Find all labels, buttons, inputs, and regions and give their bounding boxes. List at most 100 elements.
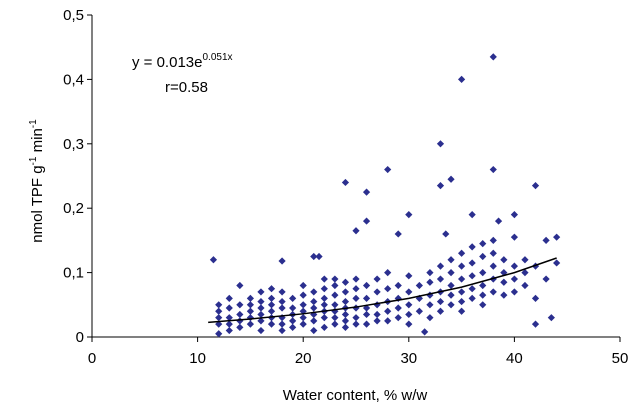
x-tick-label: 30 xyxy=(400,350,417,367)
data-point xyxy=(299,291,307,299)
data-point xyxy=(489,53,497,61)
data-point xyxy=(215,307,223,315)
data-point xyxy=(236,323,244,331)
data-point xyxy=(384,269,392,277)
data-point xyxy=(531,182,540,190)
data-point xyxy=(246,314,254,322)
data-point xyxy=(531,320,540,328)
data-point xyxy=(458,75,466,83)
data-point xyxy=(542,275,550,283)
data-point xyxy=(426,291,434,299)
y-tick-label: 0,1 xyxy=(63,265,84,282)
y-label-superscript: -1 xyxy=(28,156,39,165)
data-point xyxy=(225,326,233,335)
data-point xyxy=(310,252,318,261)
data-point xyxy=(447,281,455,290)
data-point xyxy=(299,281,307,290)
data-point xyxy=(510,275,518,283)
data-point xyxy=(278,326,286,335)
data-point xyxy=(225,304,233,312)
data-point xyxy=(384,317,392,325)
data-point xyxy=(415,281,423,290)
data-point xyxy=(510,262,518,270)
data-point xyxy=(426,278,434,286)
data-point xyxy=(436,182,445,190)
data-point xyxy=(458,249,466,257)
data-point xyxy=(500,269,508,277)
y-tick-label: 0,3 xyxy=(63,136,84,153)
equation-base: y = 0.013e xyxy=(132,54,202,71)
data-point xyxy=(426,269,434,277)
data-point xyxy=(521,269,529,277)
y-tick-label: 0 xyxy=(76,329,84,346)
data-point xyxy=(278,297,286,306)
data-point xyxy=(553,259,561,267)
data-point xyxy=(458,275,466,283)
data-point xyxy=(405,272,413,280)
data-point xyxy=(310,317,318,325)
data-point xyxy=(436,275,445,283)
data-point xyxy=(479,281,487,290)
y-tick-label: 0,2 xyxy=(63,200,84,217)
equation-exponent: 0.051x xyxy=(202,52,232,63)
data-point xyxy=(447,269,455,277)
x-tick-label: 20 xyxy=(295,350,312,367)
data-point xyxy=(405,288,413,296)
data-point xyxy=(299,301,307,309)
data-point xyxy=(468,259,476,267)
data-point xyxy=(341,297,350,306)
data-point xyxy=(542,236,550,244)
data-point xyxy=(468,285,476,293)
data-point xyxy=(289,304,297,312)
data-point xyxy=(236,281,244,290)
data-point xyxy=(426,314,434,322)
data-point xyxy=(436,307,445,315)
data-point xyxy=(494,217,503,225)
data-point xyxy=(267,301,276,309)
data-point xyxy=(373,288,381,296)
data-point xyxy=(458,288,466,296)
data-point xyxy=(447,175,455,183)
data-point xyxy=(384,285,392,293)
data-point xyxy=(510,288,518,296)
data-point xyxy=(362,188,371,196)
data-point xyxy=(489,236,497,244)
data-point xyxy=(331,301,339,309)
data-point xyxy=(310,288,318,296)
data-point xyxy=(257,297,265,306)
x-tick-label: 50 xyxy=(612,350,629,367)
data-point xyxy=(299,320,307,328)
data-point xyxy=(225,320,233,328)
data-point xyxy=(447,301,455,309)
x-tick-label: 0 xyxy=(88,350,96,367)
data-point xyxy=(510,211,518,219)
data-point xyxy=(362,294,371,302)
trend-line xyxy=(208,257,557,324)
data-point xyxy=(310,326,318,335)
data-point xyxy=(331,275,339,283)
data-point xyxy=(278,288,286,296)
data-point xyxy=(352,294,360,302)
data-point xyxy=(331,291,339,299)
data-point xyxy=(278,320,286,328)
data-point xyxy=(500,291,508,299)
data-point xyxy=(320,314,328,322)
data-point xyxy=(310,310,318,319)
data-point xyxy=(479,301,487,309)
data-point xyxy=(479,269,487,277)
data-point xyxy=(341,317,350,325)
data-point xyxy=(320,323,328,331)
data-point xyxy=(341,278,350,286)
data-point xyxy=(489,165,497,174)
data-point xyxy=(299,314,307,322)
x-axis-label: Water content, % w/w xyxy=(283,387,428,404)
data-point xyxy=(257,310,265,319)
data-point xyxy=(209,256,218,264)
data-point xyxy=(246,301,254,309)
data-point xyxy=(384,165,392,174)
data-point xyxy=(320,294,328,302)
data-point xyxy=(500,256,508,264)
data-point xyxy=(257,304,265,312)
data-point xyxy=(531,294,540,302)
data-point xyxy=(246,320,254,328)
